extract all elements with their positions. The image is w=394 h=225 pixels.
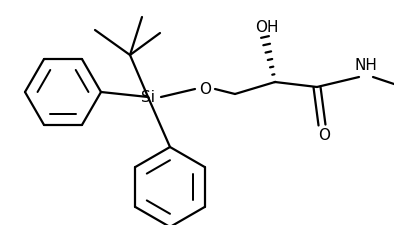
Text: O: O (318, 128, 330, 142)
Text: O: O (199, 81, 211, 97)
Text: Si: Si (141, 90, 155, 104)
Text: OH: OH (255, 20, 279, 34)
Text: NH: NH (355, 58, 377, 72)
